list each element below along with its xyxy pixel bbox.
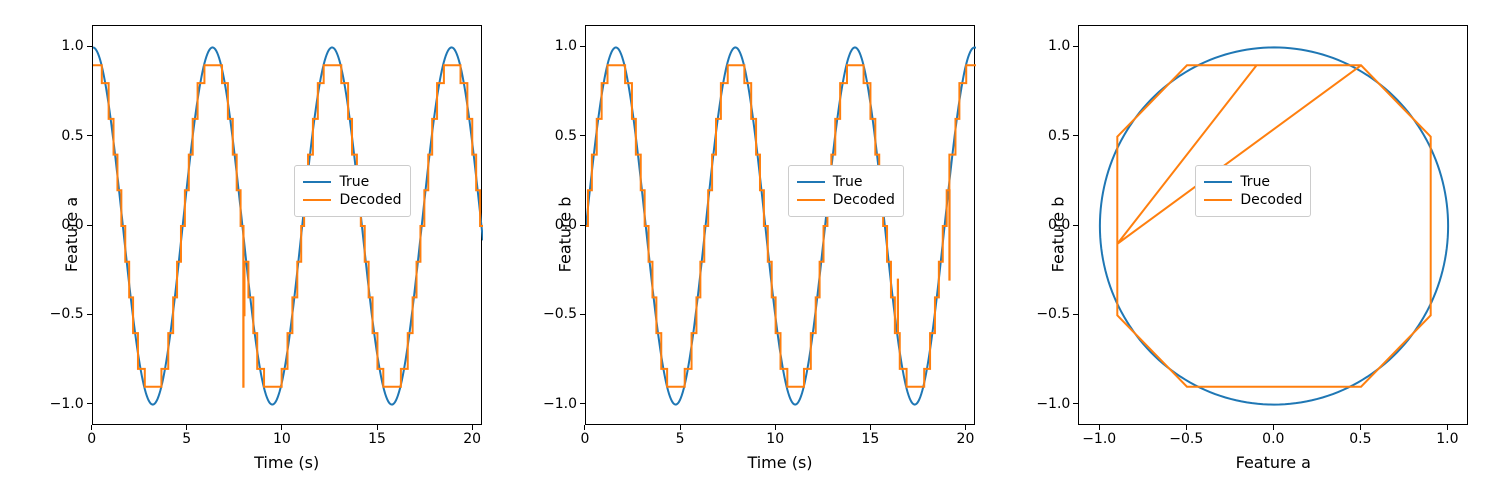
ytick-label: −1.0 bbox=[1036, 396, 1070, 412]
xtick-label: 0 bbox=[87, 431, 96, 447]
plot-svg bbox=[1079, 26, 1469, 426]
series-decoded bbox=[93, 65, 483, 386]
ytick-label: 1.0 bbox=[61, 38, 83, 54]
ytick-label: −0.5 bbox=[50, 306, 84, 322]
xtick-mark bbox=[1099, 425, 1100, 430]
legend-label: Decoded bbox=[339, 192, 401, 208]
plot-area bbox=[92, 25, 482, 425]
xtick-mark bbox=[377, 425, 378, 430]
series-decoded bbox=[1118, 65, 1431, 386]
legend-label: Decoded bbox=[1240, 192, 1302, 208]
figure: 0 5 10 15 20 −1.0 −0.5 0.0 0.5 1.0 Time (s) Feature… bbox=[0, 0, 1500, 500]
xtick-label: −0.5 bbox=[1169, 431, 1203, 447]
legend-swatch bbox=[1204, 199, 1232, 201]
legend-swatch bbox=[303, 181, 331, 183]
legend-item: Decoded bbox=[1204, 192, 1302, 208]
xtick-mark bbox=[870, 425, 871, 430]
xtick-mark bbox=[472, 425, 473, 430]
xtick-label: 1.0 bbox=[1436, 431, 1458, 447]
xtick-label: 15 bbox=[368, 431, 386, 447]
series-decoded bbox=[586, 65, 976, 386]
legend-swatch bbox=[797, 181, 825, 183]
ytick-mark bbox=[87, 225, 92, 226]
ylabel: Feature b bbox=[1049, 197, 1068, 273]
legend-swatch bbox=[797, 199, 825, 201]
panel-c: −1.0−0.50.00.51.0−1.0−0.50.00.51.0Featur… bbox=[1003, 10, 1483, 490]
xtick-label: 5 bbox=[676, 431, 685, 447]
legend-swatch bbox=[1204, 181, 1232, 183]
xtick-label: 20 bbox=[463, 431, 481, 447]
ytick-label: 0.5 bbox=[61, 128, 83, 144]
ytick-mark bbox=[87, 135, 92, 136]
xtick-mark bbox=[680, 425, 681, 430]
xlabel: Time (s) bbox=[254, 453, 319, 472]
xtick-mark bbox=[965, 425, 966, 430]
ytick-mark bbox=[1073, 46, 1078, 47]
ytick-mark bbox=[580, 46, 585, 47]
xlabel: Feature a bbox=[1236, 453, 1311, 472]
ytick-label: 0.5 bbox=[555, 128, 577, 144]
ytick-mark bbox=[87, 403, 92, 404]
xtick-label: 0.0 bbox=[1262, 431, 1284, 447]
ytick-mark bbox=[580, 225, 585, 226]
xtick-label: 20 bbox=[957, 431, 975, 447]
legend-swatch bbox=[303, 199, 331, 201]
ytick-label: −1.0 bbox=[543, 396, 577, 412]
legend: True Decoded bbox=[788, 165, 904, 217]
xtick-label: 15 bbox=[861, 431, 879, 447]
xtick-label: 10 bbox=[766, 431, 784, 447]
ytick-mark bbox=[1073, 314, 1078, 315]
ytick-mark bbox=[580, 314, 585, 315]
plot-area bbox=[585, 25, 975, 425]
ytick-label: −0.5 bbox=[543, 306, 577, 322]
xtick-mark bbox=[186, 425, 187, 430]
xtick-mark bbox=[281, 425, 282, 430]
legend: True Decoded bbox=[294, 165, 410, 217]
ytick-label: −0.5 bbox=[1036, 306, 1070, 322]
plot-area bbox=[1078, 25, 1468, 425]
plot-svg bbox=[93, 26, 483, 426]
xtick-mark bbox=[584, 425, 585, 430]
ytick-label: 1.0 bbox=[555, 38, 577, 54]
ytick-mark bbox=[580, 403, 585, 404]
ylabel: Feature b bbox=[555, 197, 574, 273]
ytick-label: −1.0 bbox=[50, 396, 84, 412]
ytick-mark bbox=[87, 314, 92, 315]
ylabel: Feature a bbox=[62, 197, 81, 272]
ytick-mark bbox=[1073, 135, 1078, 136]
xtick-label: 0 bbox=[581, 431, 590, 447]
xtick-label: 0.5 bbox=[1349, 431, 1371, 447]
panel-a: 05101520−1.0−0.50.00.51.0Time (s)Feature… bbox=[17, 10, 497, 490]
xtick-mark bbox=[775, 425, 776, 430]
legend-label: True bbox=[339, 174, 369, 190]
ytick-mark bbox=[580, 135, 585, 136]
legend-item: Decoded bbox=[797, 192, 895, 208]
legend-item: True bbox=[303, 174, 401, 190]
ytick-label: 0.5 bbox=[1048, 128, 1070, 144]
panel-b: 05101520−1.0−0.50.00.51.0Time (s)Feature… bbox=[510, 10, 990, 490]
legend-label: True bbox=[833, 174, 863, 190]
legend-label: True bbox=[1240, 174, 1270, 190]
xtick-mark bbox=[1186, 425, 1187, 430]
xtick-mark bbox=[1273, 425, 1274, 430]
plot-svg bbox=[586, 26, 976, 426]
legend-item: True bbox=[1204, 174, 1302, 190]
xtick-label: −1.0 bbox=[1082, 431, 1116, 447]
legend-item: True bbox=[797, 174, 895, 190]
xtick-mark bbox=[91, 425, 92, 430]
xtick-label: 10 bbox=[273, 431, 291, 447]
legend: True Decoded bbox=[1195, 165, 1311, 217]
ytick-mark bbox=[87, 46, 92, 47]
xtick-mark bbox=[1447, 425, 1448, 430]
xlabel: Time (s) bbox=[747, 453, 812, 472]
xtick-label: 5 bbox=[182, 431, 191, 447]
ytick-label: 1.0 bbox=[1048, 38, 1070, 54]
legend-item: Decoded bbox=[303, 192, 401, 208]
legend-label: Decoded bbox=[833, 192, 895, 208]
ytick-mark bbox=[1073, 225, 1078, 226]
ytick-mark bbox=[1073, 403, 1078, 404]
xtick-mark bbox=[1360, 425, 1361, 430]
